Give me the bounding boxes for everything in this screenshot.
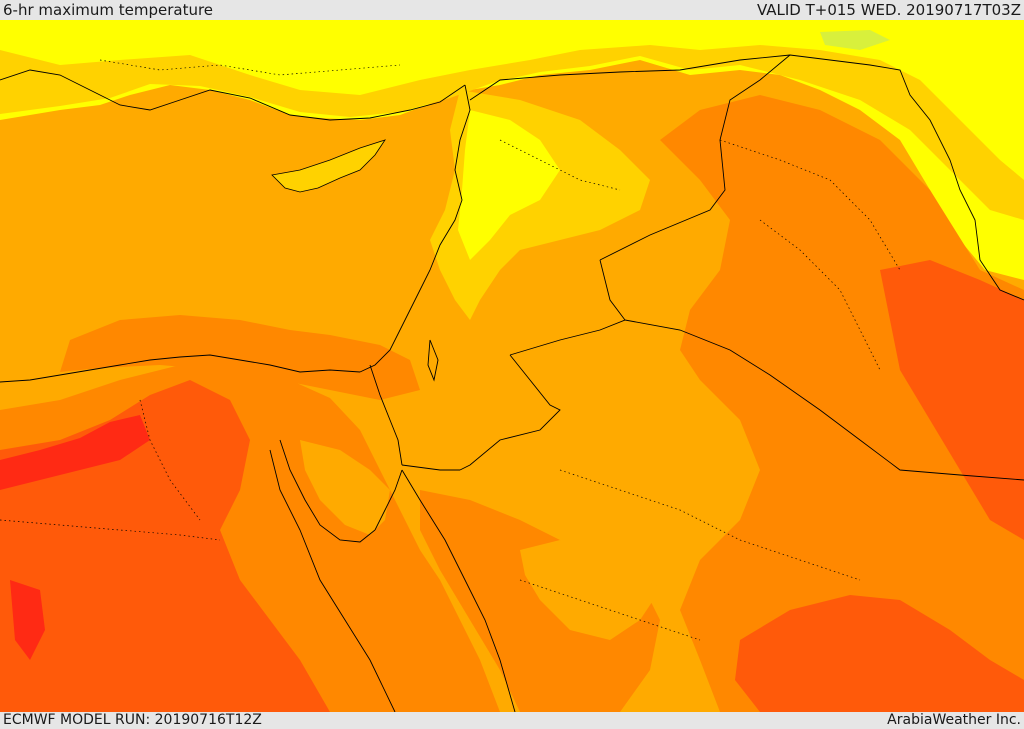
- province-line-egypt: [0, 519, 221, 541]
- borders: [369, 54, 1024, 481]
- province-line-saudi-south: [519, 579, 701, 641]
- field-redorange-southeast: [735, 595, 1024, 712]
- province-line-egypt-2: [139, 399, 201, 521]
- border-saudi-iraq: [624, 319, 1024, 481]
- field-darkorange-sea: [60, 315, 420, 400]
- coastline-north-anatolia: [0, 69, 466, 121]
- provider-credit: ArabiaWeather Inc.: [887, 712, 1021, 728]
- field-darkorange-east: [660, 95, 1024, 712]
- field-red-africa: [0, 415, 150, 490]
- coastline-levant: [359, 84, 471, 373]
- valid-time: VALID T+015 WED. 20190717T03Z: [756, 1, 1021, 19]
- coastline-red-sea-west: [269, 449, 396, 712]
- coastline-dead-sea: [427, 339, 439, 382]
- field-orange-arabia-core: [520, 540, 660, 640]
- temperature-map[interactable]: [0, 20, 1024, 712]
- border-jordan-south: [401, 464, 460, 471]
- model-run: ECMWF MODEL RUN: 20190716T12Z: [3, 712, 262, 728]
- header-bar: 6-hr maximum temperature VALID T+015 WED…: [0, 0, 1024, 20]
- field-red-africa-south: [10, 580, 45, 660]
- field-cool-patch: [820, 30, 890, 50]
- border-syria-iraq: [599, 54, 791, 261]
- border-jordan-iraq: [509, 259, 626, 356]
- border-jordan-saudi: [459, 354, 561, 471]
- coastline-egypt-north: [0, 354, 361, 383]
- map-title: 6-hr maximum temperature: [3, 1, 214, 19]
- field-darkorange-arabia: [420, 490, 660, 712]
- border-syria-turkey: [469, 54, 1024, 301]
- border-egypt-israel: [369, 364, 403, 466]
- footer-bar: ECMWF MODEL RUN: 20190716T12Z ArabiaWeat…: [0, 712, 1024, 729]
- map-svg: [0, 20, 1024, 712]
- coastline-red-sea-east: [401, 469, 516, 712]
- coastline-gulf-aqaba: [374, 469, 403, 531]
- field-orange-sinai: [300, 440, 390, 535]
- province-line-anatolia: [99, 59, 401, 76]
- province-line-east: [719, 139, 901, 271]
- field-yellow-levant-inner: [458, 110, 560, 260]
- coastline-gulf-suez: [279, 439, 376, 543]
- field-redorange-east: [880, 260, 1024, 540]
- coastlines: [0, 69, 516, 712]
- field-lightorange-north: [0, 45, 1024, 220]
- land-cyprus: [271, 139, 386, 193]
- province-lines: [0, 59, 901, 641]
